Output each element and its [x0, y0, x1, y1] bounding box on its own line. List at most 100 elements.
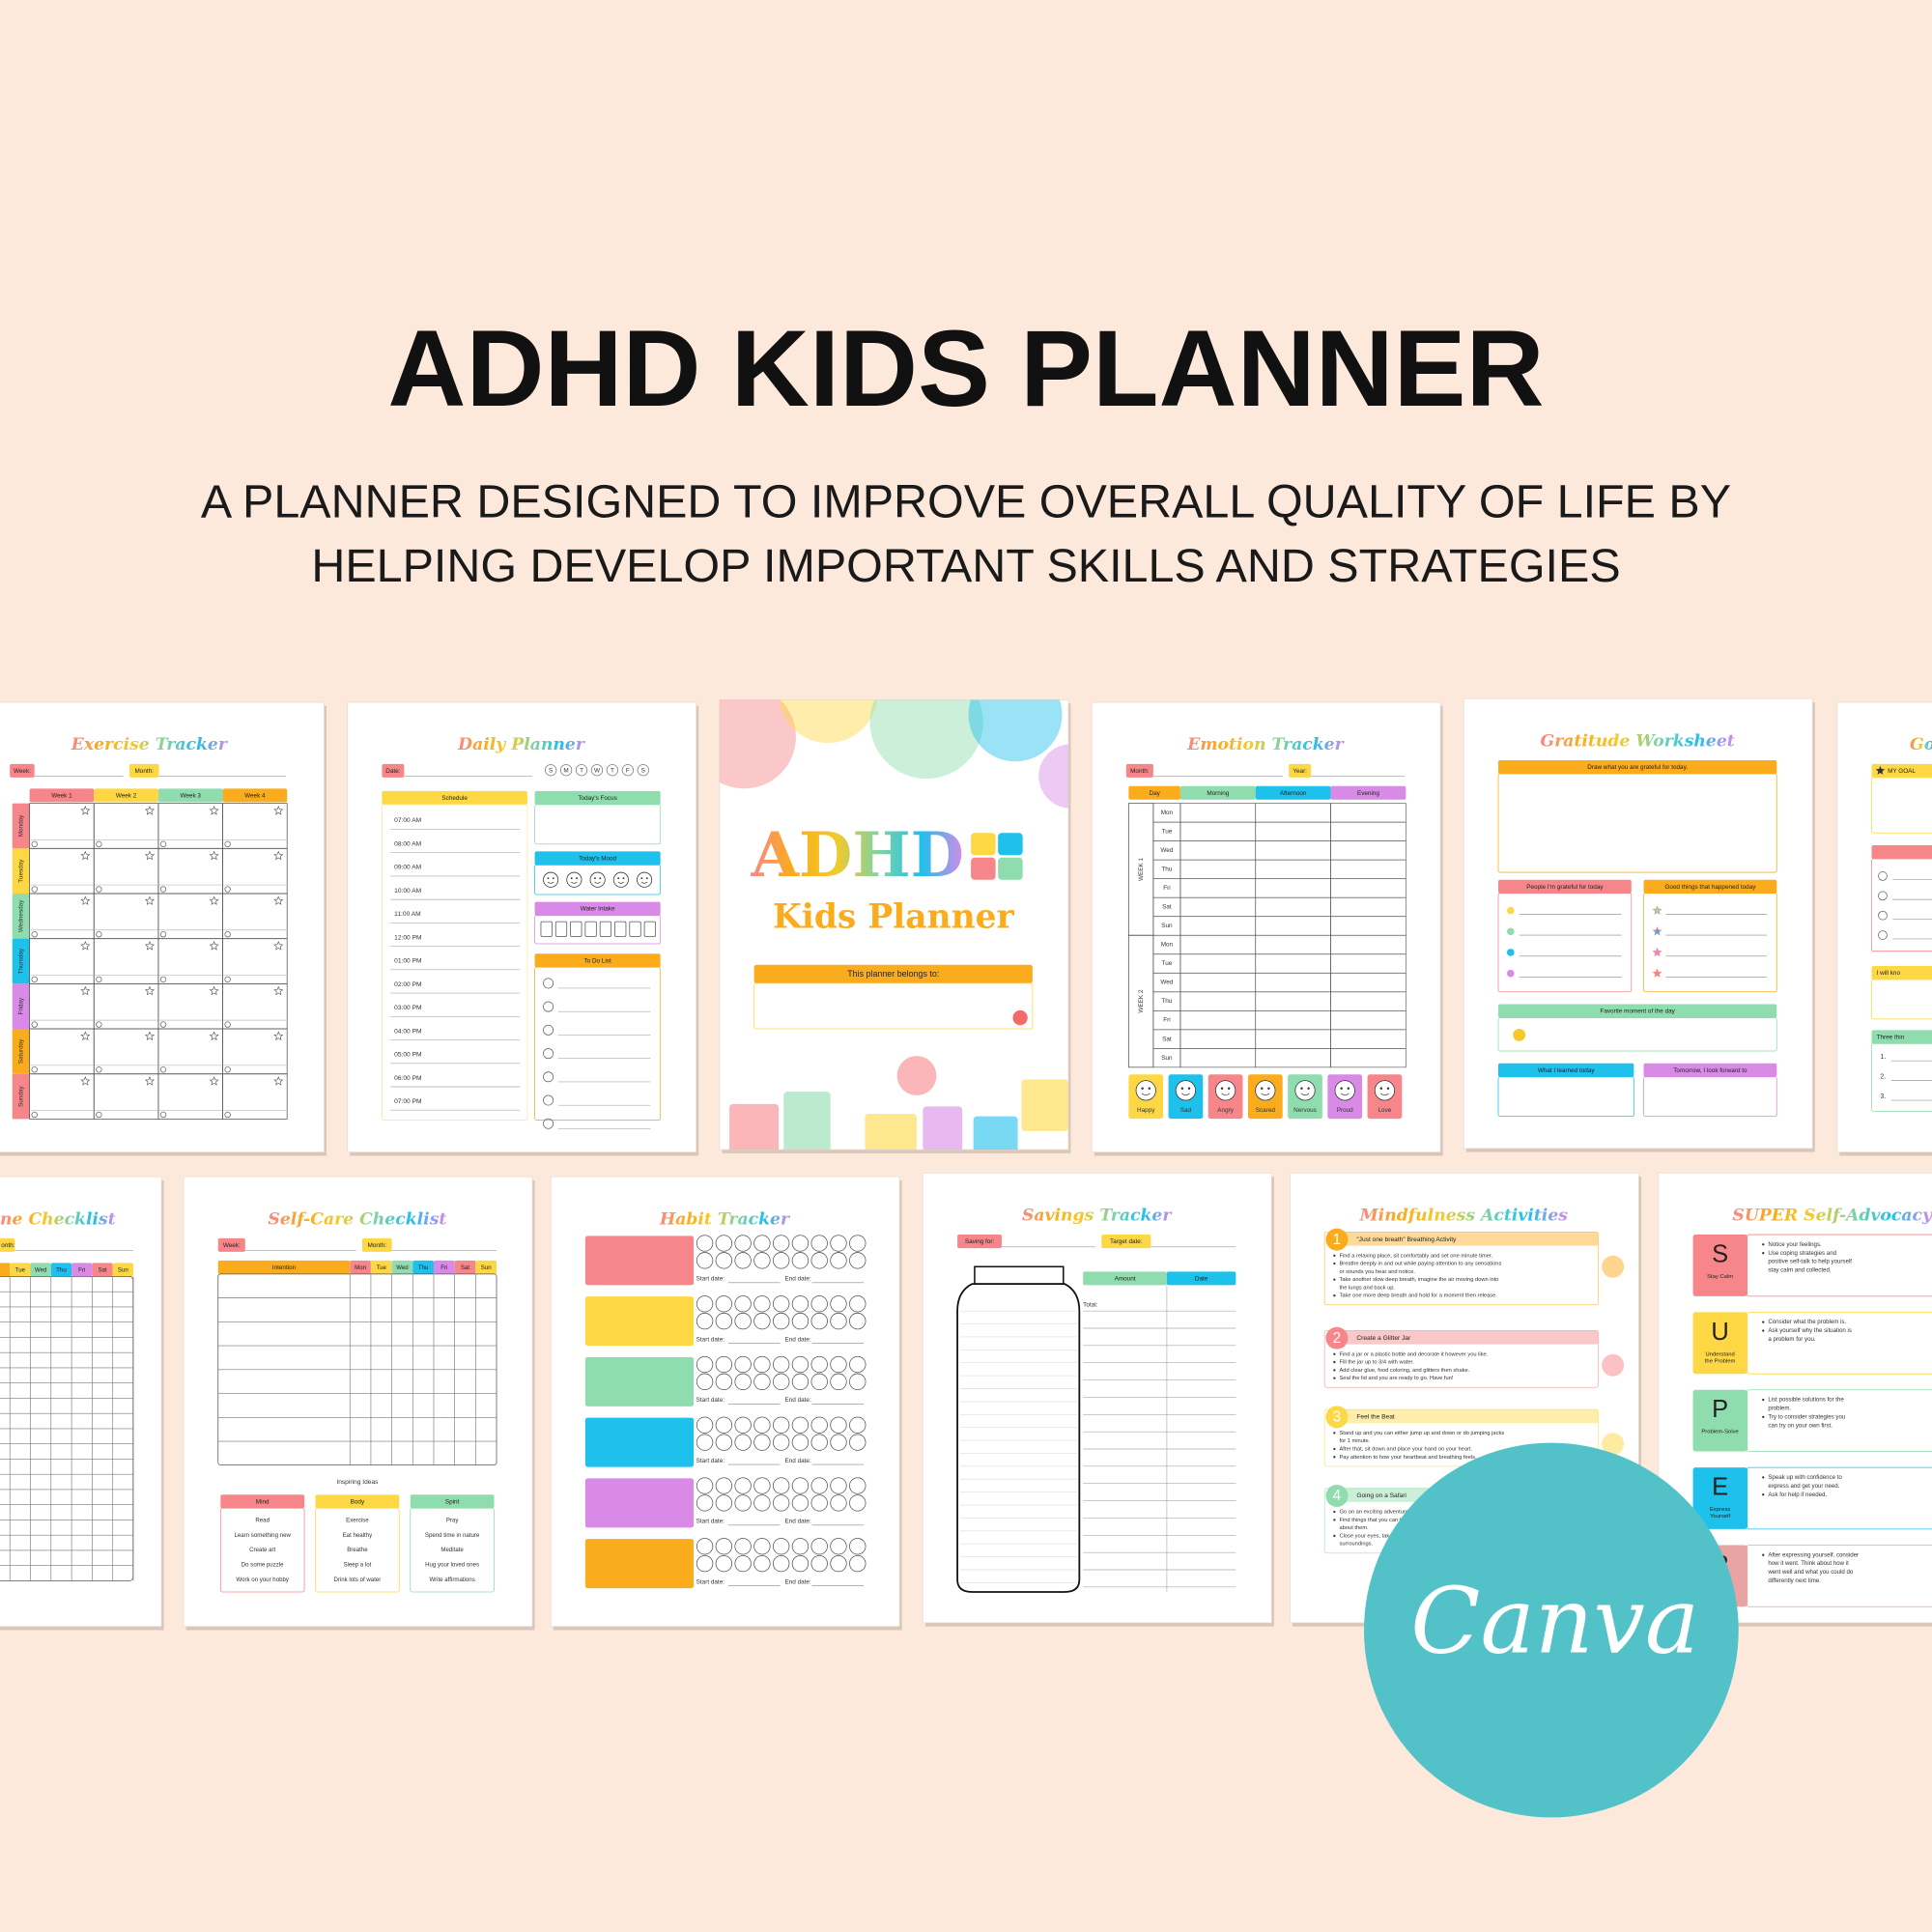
habit-circle [849, 1538, 867, 1555]
heart-icon [1506, 927, 1515, 936]
bullet-dot [1333, 1432, 1336, 1435]
activity-heading: Create a Glitter Jar [1356, 1335, 1411, 1342]
star-icon [273, 1076, 284, 1086]
bullet-dot [1762, 1243, 1765, 1246]
day-tab [12, 1073, 30, 1120]
tab-text: Three thin [1877, 1034, 1905, 1040]
label-tab [94, 788, 158, 803]
date-label: End date: [785, 1336, 811, 1343]
face-icon [637, 871, 653, 888]
habit-circle [773, 1416, 790, 1434]
advocacy-text: can try on your own first. [1768, 1422, 1833, 1429]
circle-icon [96, 1021, 102, 1028]
label-tab [10, 763, 35, 778]
advocacy-text: how it went. Think about how it [1768, 1560, 1849, 1567]
star-icon [273, 895, 284, 905]
day-name: Fri [1163, 885, 1170, 892]
label-tab [315, 1494, 400, 1509]
bullet-dot [1333, 1447, 1336, 1451]
super-letter: P [1712, 1396, 1728, 1423]
cup-icon [614, 921, 627, 937]
habit-circle [791, 1554, 810, 1573]
idea-item: Exercise [346, 1518, 369, 1524]
activity-bar [1339, 1409, 1599, 1424]
star-icon [1652, 968, 1662, 978]
activity-text: Take one more deep breath and hold for a… [1339, 1293, 1497, 1299]
decor-circle [968, 699, 1063, 762]
week-label: WEEK 2 [1138, 989, 1145, 1012]
super-letter: E [1712, 1474, 1728, 1501]
habit-circle [773, 1295, 790, 1313]
tab-text: Intention [272, 1264, 297, 1271]
page-title: Mindfulness Activities [1359, 1206, 1569, 1225]
owner-bar [753, 964, 1033, 983]
text-box [1747, 1312, 1932, 1375]
label-tab [29, 788, 95, 803]
label-tab [222, 788, 288, 803]
star-icon [1652, 905, 1662, 915]
planner-page: ne Checklist onth: Tue Wed Thu Fri Sat Sun [0, 1176, 162, 1628]
label-tab [30, 1263, 51, 1277]
circle-icon [96, 931, 102, 938]
cup-icon [540, 921, 553, 937]
page-content: Exercise Tracker Week: Month: Week 1 Week 2 W… [10, 735, 288, 1120]
advocacy-text: differently next time. [1768, 1577, 1821, 1584]
day-tab [12, 1029, 30, 1074]
habit-circle [715, 1477, 733, 1494]
activity-number: 4 [1333, 1488, 1342, 1504]
emotion-label: Scared [1256, 1107, 1276, 1114]
sun-icon [1513, 1029, 1526, 1041]
cell [1330, 1048, 1406, 1068]
habit-circle [830, 1538, 847, 1555]
habit-circle [696, 1434, 714, 1451]
habit-circle [810, 1235, 828, 1252]
subtitle-line: HELPING DEVELOP IMPORTANT SKILLS AND STR… [311, 540, 1620, 592]
circle-icon [159, 1066, 167, 1073]
habit-circle [715, 1416, 733, 1434]
face-eye [1148, 1087, 1151, 1091]
habit-circle [773, 1494, 790, 1512]
label-tab [112, 1263, 134, 1277]
advocacy-text: a problem for you. [1768, 1336, 1816, 1343]
decor-circle [1038, 744, 1068, 809]
draw-box [1497, 773, 1777, 873]
time-label: 03:00 PM [394, 1005, 421, 1011]
activity-text: Stand up and you can either jump up and … [1339, 1431, 1504, 1436]
face-mouth [1261, 1093, 1270, 1095]
star-icon [1652, 925, 1662, 936]
page-sheet [0, 1176, 162, 1628]
habit-circle [830, 1235, 847, 1252]
circle-icon [224, 840, 231, 848]
label-tab [1871, 1030, 1932, 1044]
activity-number: 1 [1333, 1232, 1342, 1248]
planner-page: Go MY GOAL I will kno Three thin 1. 2. 3. [1836, 701, 1932, 1152]
label-tab [217, 1237, 245, 1252]
circle-icon [637, 764, 649, 777]
activity-text: Take another slow deep breath, imagine t… [1339, 1277, 1498, 1283]
day-name: Sunday [17, 1085, 24, 1106]
tab-text: Week 4 [244, 792, 266, 799]
habit-circle [830, 1312, 847, 1330]
tab-text: Month: [368, 1242, 387, 1249]
list-number: 2. [1880, 1074, 1886, 1081]
face-eye [1267, 1087, 1270, 1091]
time-label: 10:00 AM [394, 888, 421, 895]
habit-block [584, 1478, 695, 1528]
idea-item: Breathe [347, 1547, 368, 1553]
habit-circle [715, 1434, 733, 1451]
face-eye [594, 877, 596, 880]
text-box [1747, 1389, 1932, 1452]
decor-shape [729, 1103, 780, 1151]
day-name: Wednesday [17, 899, 24, 932]
heart-icon [1506, 969, 1515, 978]
tab-text: Today's Focus [578, 795, 616, 802]
habit-circle [830, 1494, 847, 1512]
puzzle-piece [998, 833, 1023, 856]
tab-text: Tue [377, 1264, 387, 1271]
habit-circle [734, 1538, 752, 1555]
page-content: Emotion Tracker Month: Year: Day Morning Afte… [1125, 735, 1406, 1120]
idea-item: Pray [446, 1518, 460, 1524]
time-label: 05:00 PM [394, 1052, 421, 1059]
